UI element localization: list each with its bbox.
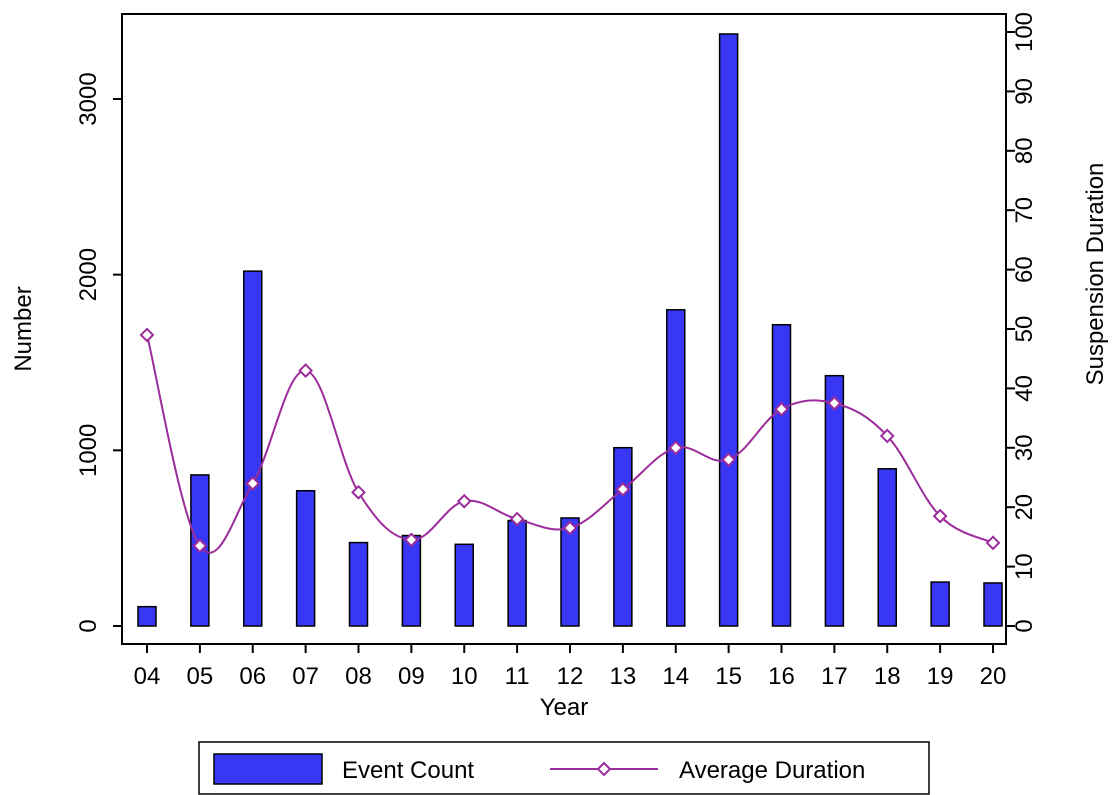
x-tick-label: 10 (451, 663, 478, 690)
bar-20 (983, 582, 1003, 627)
y-tick-label: 2000 (75, 248, 102, 301)
y2-tick-label: 10 (1011, 553, 1038, 580)
duration-marker-14 (668, 440, 684, 456)
bar-07 (295, 489, 316, 627)
x-tick-label: 07 (292, 663, 319, 690)
x-tick-label: 17 (821, 663, 848, 690)
x-tick-label: 04 (134, 663, 161, 690)
x-tick-label: 14 (662, 663, 689, 690)
x-tick-label: 09 (398, 663, 425, 690)
y2-tick-label: 20 (1011, 494, 1038, 521)
x-tick-label: 06 (239, 663, 266, 690)
x-tick-label: 19 (927, 663, 954, 690)
line-series-average-duration (139, 327, 1001, 554)
bar-10 (454, 543, 474, 627)
y2-axis-title: Suspension Duration (1082, 163, 1109, 386)
bar-series-event-count (137, 33, 1003, 627)
y2-tick-label: 30 (1011, 434, 1038, 461)
bar-17 (824, 374, 845, 627)
x-axis-title: Year (540, 694, 589, 721)
x-tick-label: 08 (345, 663, 372, 690)
y2-tick-label: 70 (1011, 197, 1038, 224)
duration-marker-19 (932, 508, 948, 524)
duration-marker-05 (192, 538, 208, 554)
x-tick-label: 18 (874, 663, 901, 690)
y-axis-title: Number (10, 286, 37, 371)
left-axis: 0 1000 2000 3000 (75, 72, 122, 633)
x-tick-label: 13 (610, 663, 637, 690)
bar-19 (930, 581, 950, 627)
x-tick-label: 16 (768, 663, 795, 690)
duration-marker-13 (615, 481, 631, 497)
right-axis: 0 10 20 30 40 50 60 70 80 90 100 (1006, 12, 1038, 633)
y2-tick-label: 0 (1011, 619, 1038, 632)
y2-tick-label: 50 (1011, 316, 1038, 343)
y2-tick-label: 90 (1011, 78, 1038, 105)
y2-tick-label: 80 (1011, 137, 1038, 164)
bar-04 (137, 605, 157, 627)
duration-marker-18 (879, 428, 895, 444)
duration-marker-17 (826, 395, 842, 411)
duration-marker-04 (139, 327, 155, 343)
bar-12 (560, 517, 580, 627)
x-tick-label: 05 (187, 663, 214, 690)
legend: Event Count Average Duration (198, 741, 930, 795)
duration-marker-11 (509, 511, 525, 527)
x-axis: 04 05 06 07 08 09 10 11 12 13 14 15 16 17 18 19 20 (134, 644, 1007, 690)
x-tick-label: 15 (715, 663, 742, 690)
y-tick-label: 3000 (75, 72, 102, 125)
bar-18 (877, 468, 897, 627)
x-tick-label: 12 (557, 663, 584, 690)
bar-13 (613, 446, 633, 627)
y-tick-label: 1000 (75, 424, 102, 477)
y2-tick-label: 40 (1011, 375, 1038, 402)
duration-marker-16 (774, 401, 789, 417)
legend-marker-average-duration (596, 761, 612, 777)
duration-marker-20 (985, 535, 1001, 551)
duration-marker-07 (298, 363, 314, 378)
legend-label-event-count: Event Count (342, 757, 474, 784)
duration-marker-06 (245, 476, 261, 491)
legend-label-average-duration: Average Duration (679, 757, 865, 784)
bar-14 (666, 309, 686, 627)
bar-09 (401, 534, 422, 627)
y2-tick-label: 100 (1011, 12, 1038, 52)
bar-11 (507, 519, 527, 627)
duration-marker-09 (403, 532, 419, 548)
bar-15 (718, 33, 739, 627)
y2-tick-label: 60 (1011, 256, 1038, 283)
x-tick-label: 20 (980, 663, 1007, 690)
duration-marker-08 (351, 484, 366, 500)
duration-marker-12 (562, 520, 578, 536)
bar-06 (243, 270, 263, 627)
bar-16 (771, 323, 792, 627)
bar-08 (348, 541, 369, 627)
y-tick-label: 0 (75, 619, 102, 632)
x-tick-label: 11 (505, 663, 530, 690)
legend-swatch-event-count (213, 753, 323, 785)
duration-marker-10 (456, 493, 472, 509)
duration-marker-15 (721, 452, 737, 468)
